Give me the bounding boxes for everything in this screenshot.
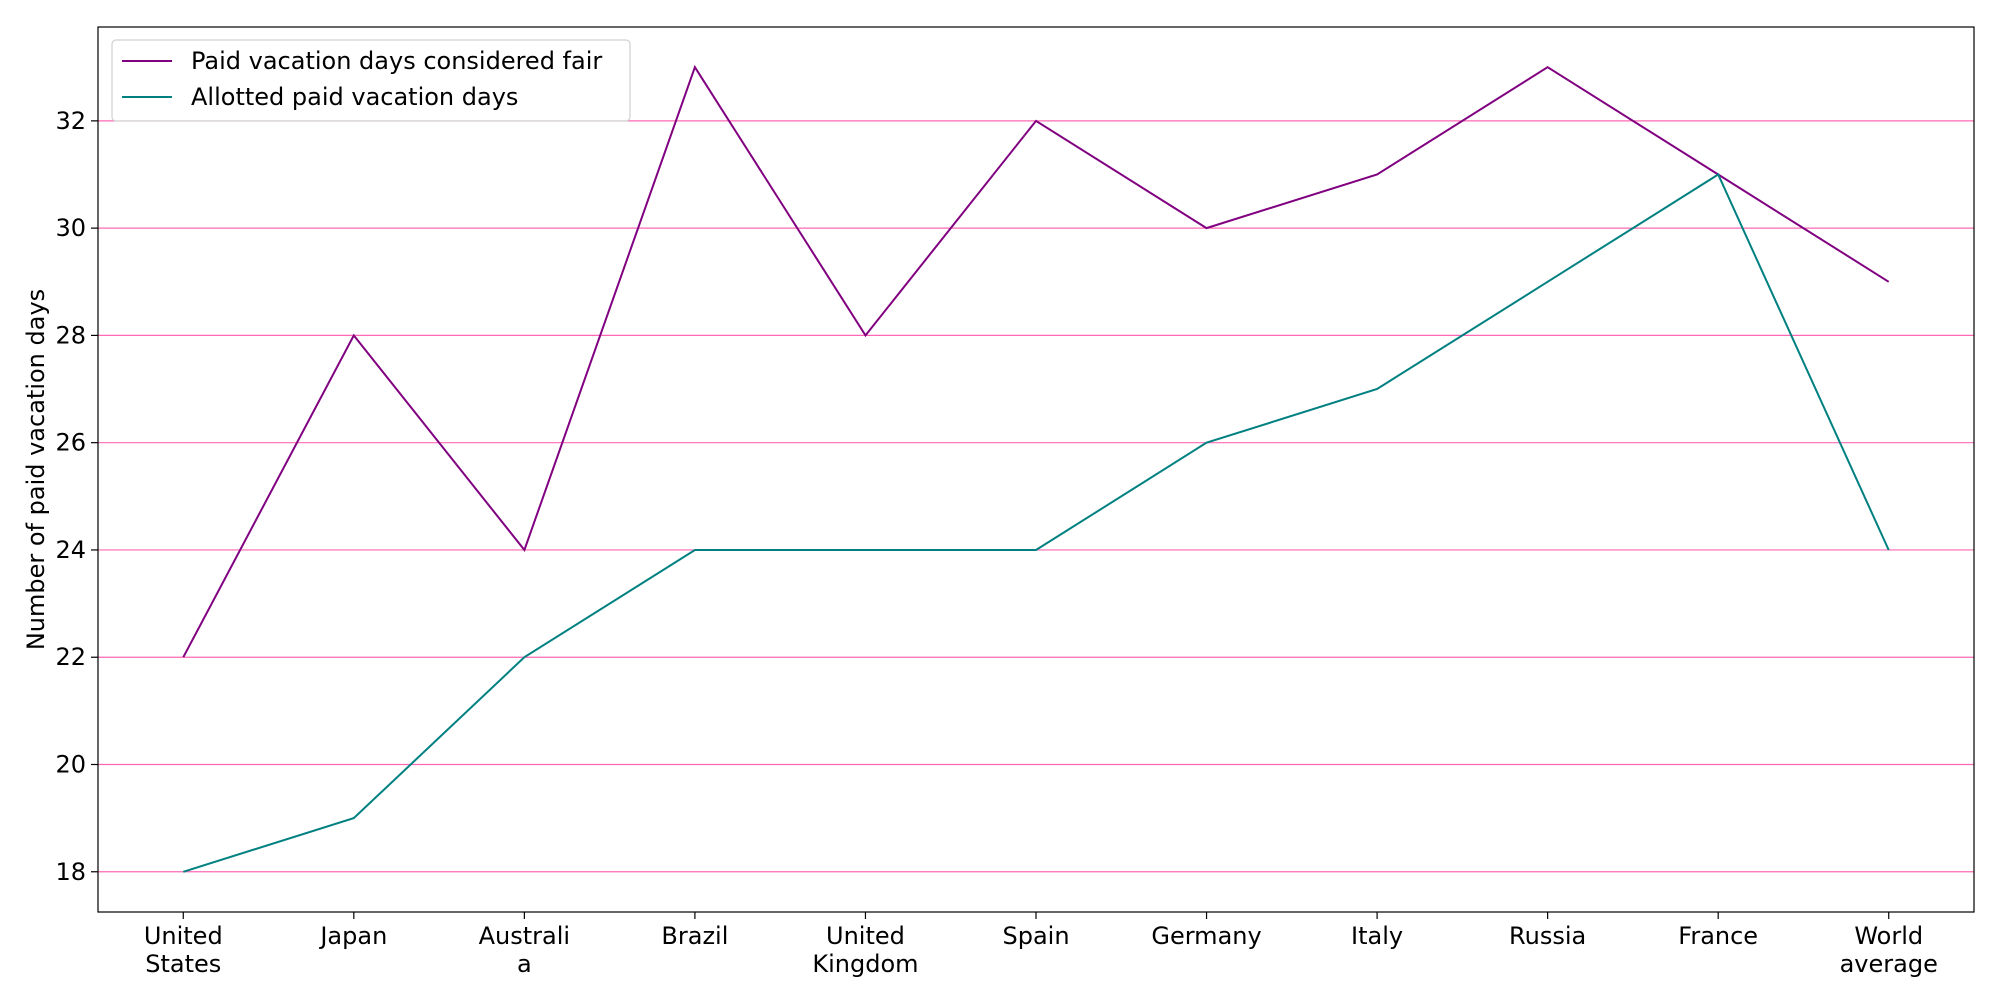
x-tick-label: Russia [1509, 922, 1586, 950]
y-axis: 18 20 22 24 26 28 30 32 [55, 107, 98, 886]
legend-box [111, 39, 631, 122]
series-line-allotted [182, 173, 1890, 873]
y-tick-label: 28 [55, 321, 86, 349]
x-tick-label: Australi a [479, 922, 570, 978]
x-tick-label: World average [1840, 922, 1938, 978]
series-lines [182, 64, 1890, 873]
x-tick-label: United States [144, 922, 223, 978]
x-tick-label: Brazil [661, 922, 728, 950]
y-tick-label: 32 [55, 107, 86, 135]
y-tick-label: 24 [55, 536, 86, 564]
legend-item-allotted: Allotted paid vacation days [122, 83, 518, 111]
x-tick-label: Italy [1351, 922, 1403, 950]
y-tick-label: 26 [55, 429, 86, 457]
legend-label-allotted: Allotted paid vacation days [191, 83, 518, 111]
y-tick-label: 22 [55, 643, 86, 671]
x-tick-label: United Kingdom [812, 922, 918, 978]
series-line-fair [182, 64, 1890, 658]
y-axis-label: Number of paid vacation days [22, 289, 50, 650]
y-tick-label: 20 [55, 751, 86, 779]
legend-label-fair: Paid vacation days considered fair [191, 47, 602, 75]
x-tick-label: France [1678, 922, 1758, 950]
legend: Paid vacation days considered fair Allot… [111, 39, 631, 122]
x-tick-label: Japan [318, 922, 387, 950]
y-tick-label: 30 [55, 214, 86, 242]
x-tick-label: Spain [1002, 922, 1069, 950]
x-axis: United States Japan Australi a Brazil United Ki… [144, 912, 1938, 978]
legend-item-fair: Paid vacation days considered fair [122, 47, 602, 75]
y-tick-label: 18 [55, 858, 86, 886]
x-tick-label: Germany [1151, 922, 1261, 950]
